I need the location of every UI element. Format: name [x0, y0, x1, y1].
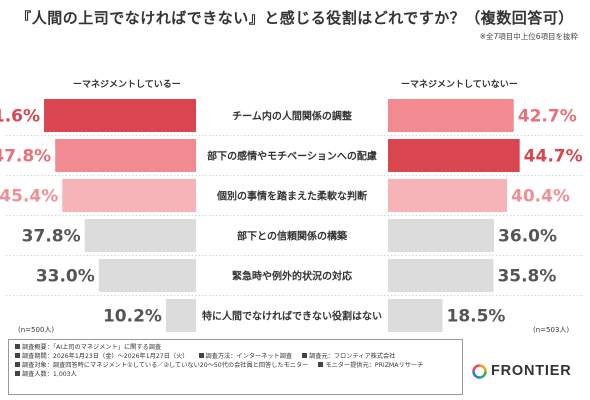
- right-value-label-3: 40.4%: [511, 187, 570, 207]
- left-bar-6: [165, 299, 196, 332]
- right-value-label-5: 35.8%: [497, 267, 556, 287]
- right-value-label-2: 44.7%: [524, 147, 583, 167]
- bullet-square-icon: [198, 353, 204, 358]
- left-bar-3: [62, 179, 196, 212]
- left-value-label-5: 33.0%: [36, 267, 95, 287]
- right-bar-3: [388, 179, 507, 212]
- right-bar-2: [388, 139, 520, 172]
- survey-people: 調査人数：1,003人: [22, 371, 77, 378]
- left-bar-5: [98, 259, 196, 292]
- bullet-square-icon: [15, 371, 20, 376]
- left-value-label-1: 51.6%: [0, 107, 40, 127]
- right-value-label-6: 18.5%: [446, 307, 505, 327]
- chart-title: 『人間の上司でなければできない』と感じる役割はどれですか？（複数回答可）: [16, 9, 574, 27]
- left-value-label-3: 45.4%: [0, 187, 58, 207]
- left-column-header: ーマネジメントしているー: [73, 80, 181, 90]
- right-value-label-1: 42.7%: [518, 107, 577, 127]
- frontier-ring-icon: [472, 363, 487, 379]
- survey-period: 調査期間：2026年1月23日（金）〜2026年1月27日（火）: [22, 353, 189, 360]
- survey-title: 調査概要：「AI上司のマネジメント」に関する調査: [22, 344, 162, 351]
- category-label-1: チーム内の人間関係の調整: [232, 110, 352, 123]
- survey-provider: モニター提供元：PRIZMAリサーチ: [325, 362, 424, 369]
- left-sample-size: (n=500人): [18, 326, 55, 334]
- logo-text: FRONTIER: [491, 363, 572, 379]
- category-label-2: 部下の感情やモチベーションへの配慮: [207, 150, 377, 163]
- category-label-5: 緊急時や例外的状況の対応: [232, 270, 352, 283]
- survey-org: 調査元：フロンティア株式会社: [309, 353, 396, 360]
- category-label-3: 個別の事情を踏まえた柔軟な判断: [216, 190, 367, 203]
- butterfly-bar-chart: 51.6% 42.7% チーム内の人間関係の調整 47.8% 44.7% 部下の感情やモチ…: [0, 99, 584, 332]
- survey-method: 調査方法：インターネット調査: [205, 353, 293, 360]
- bullet-square-icon: [302, 353, 308, 358]
- frontier-logo: FRONTIER: [472, 363, 572, 379]
- left-value-label-6: 10.2%: [103, 307, 162, 327]
- right-sample-size: (n=503人): [533, 326, 570, 334]
- bullet-square-icon: [15, 344, 20, 349]
- right-bar-4: [388, 219, 495, 252]
- left-bar-1: [44, 99, 197, 132]
- survey-target: 調査対象：調査回答時にマネジメント①している／②していない20〜50代の会社員と…: [22, 362, 309, 369]
- right-bar-6: [388, 299, 443, 332]
- left-value-label-2: 47.8%: [0, 147, 51, 167]
- chart-note: ※全7項目中上位6項目を抜粋: [479, 32, 578, 41]
- left-value-label-4: 37.8%: [22, 227, 81, 247]
- right-bar-1: [388, 99, 514, 132]
- category-label-6: 特に人間でなければできない役割はない: [202, 310, 382, 323]
- right-column-header: ーマネジメントしていないー: [401, 80, 518, 90]
- bullet-square-icon: [15, 353, 20, 358]
- bullet-square-icon: [15, 362, 20, 367]
- left-bar-2: [55, 139, 196, 172]
- right-bar-5: [388, 259, 494, 292]
- survey-summary-box: 調査概要：「AI上司のマネジメント」に関する調査 調査期間：2026年1月23日…: [8, 339, 463, 395]
- right-value-label-4: 36.0%: [498, 227, 557, 247]
- category-label-4: 部下との信頼関係の構築: [237, 230, 348, 243]
- bullet-square-icon: [318, 362, 324, 367]
- left-bar-4: [84, 219, 196, 252]
